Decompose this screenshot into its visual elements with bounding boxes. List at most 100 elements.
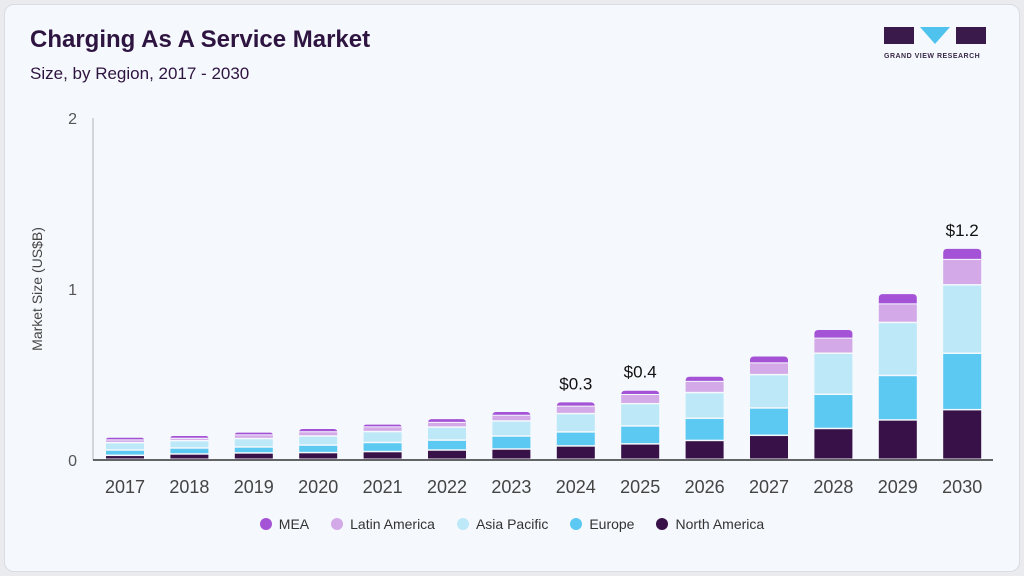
x-tick-label: 2020: [298, 477, 338, 497]
bar-segment-latin-america: [492, 415, 531, 421]
x-tick-label: 2023: [491, 477, 531, 497]
bar-segment-asia-pacific: [299, 436, 338, 445]
bar-segment-mea: [299, 429, 338, 433]
bar-segment-mea: [428, 419, 466, 423]
bar-segment-mea: [492, 411, 531, 416]
bar-segment-mea: [750, 356, 788, 363]
legend-item: MEA: [259, 516, 310, 532]
grand-view-research-logo: GRAND VIEW RESEARCH: [884, 27, 986, 60]
bar-segment-north-america: [878, 420, 917, 459]
bar-segment-mea: [943, 248, 982, 259]
bar-segment-europe: [170, 448, 209, 454]
chart-title: Charging As A Service Market: [30, 26, 371, 53]
bar-segment-europe: [621, 426, 660, 444]
x-tick-label: 2027: [749, 477, 789, 497]
bar-segment-mea: [685, 376, 724, 381]
logo-mark-icon: [884, 27, 986, 44]
bar-segment-north-america: [814, 429, 853, 459]
bar-segment-europe: [428, 440, 466, 450]
bar-segment-latin-america: [621, 395, 660, 403]
legend-label: Asia Pacific: [475, 516, 549, 532]
bar-segment-asia-pacific: [878, 323, 917, 375]
bar-segment-europe: [685, 418, 724, 440]
legend-label: Latin America: [350, 516, 435, 532]
bar-segment-north-america: [170, 454, 209, 459]
legend-label: MEA: [278, 516, 310, 532]
bar-segment-mea: [814, 330, 853, 338]
bar-segment-europe: [492, 436, 531, 449]
bar-segment-north-america: [106, 456, 144, 459]
bar-segment-europe: [556, 432, 595, 446]
bar-segment-north-america: [621, 444, 660, 459]
bar-segment-asia-pacific: [814, 353, 853, 394]
legend: MEA Latin America Asia Pacific Europe North …: [0, 516, 1024, 532]
x-tick-label: 2017: [105, 477, 145, 497]
bar-segment-latin-america: [814, 338, 853, 353]
legend-label: North America: [675, 516, 765, 532]
bar-segment-asia-pacific: [621, 404, 660, 426]
bar-segment-mea: [556, 402, 595, 407]
bar-segment-latin-america: [556, 406, 595, 413]
bar-segment-north-america: [750, 436, 788, 459]
y-axis-title: Market Size (US$B): [29, 227, 45, 351]
bar-segment-mea: [621, 390, 660, 395]
bar-segment-asia-pacific: [428, 427, 466, 440]
x-tick-label: 2030: [942, 477, 982, 497]
bar-segment-latin-america: [106, 440, 144, 442]
bar-segment-north-america: [234, 453, 273, 459]
bar-segment-latin-america: [234, 435, 273, 438]
x-tick-label: 2021: [363, 477, 403, 497]
bar-segment-europe: [878, 376, 917, 420]
legend-item: Asia Pacific: [456, 516, 549, 532]
chart-card: [4, 4, 1020, 572]
y-tick-label: 1: [68, 282, 77, 299]
bar-segment-asia-pacific: [943, 285, 982, 353]
bar-segment-latin-america: [170, 438, 209, 440]
bar-segment-asia-pacific: [750, 375, 788, 408]
bar-segment-latin-america: [685, 381, 724, 392]
x-tick-label: 2022: [427, 477, 467, 497]
x-tick-label: 2025: [620, 477, 660, 497]
bar-segment-asia-pacific: [234, 439, 273, 447]
legend-swatch-icon: [570, 518, 583, 530]
legend-item: Europe: [570, 516, 634, 532]
bar-segment-europe: [750, 408, 788, 435]
bar-segment-mea: [106, 437, 144, 441]
bar-segment-latin-america: [299, 432, 338, 436]
legend-swatch-icon: [456, 518, 469, 530]
bar-segment-asia-pacific: [106, 443, 144, 450]
bar-segment-europe: [363, 443, 402, 451]
legend-label: Europe: [589, 516, 635, 532]
legend-swatch-icon: [331, 518, 344, 530]
x-tick-label: 2028: [813, 477, 853, 497]
bar-segment-mea: [363, 424, 402, 428]
bar-segment-latin-america: [428, 422, 466, 427]
bar-segment-latin-america: [943, 259, 982, 285]
bar-segment-asia-pacific: [170, 441, 209, 448]
bar-segment-europe: [234, 447, 273, 453]
chart-subtitle: Size, by Region, 2017 - 2030: [30, 64, 250, 83]
legend-swatch-icon: [259, 518, 272, 530]
bar-segment-north-america: [428, 450, 466, 459]
y-tick-label: 2: [68, 111, 77, 128]
bar-segment-asia-pacific: [685, 393, 724, 418]
bar-segment-mea: [234, 432, 273, 436]
x-tick-label: 2019: [234, 477, 274, 497]
bar-segment-europe: [814, 395, 853, 428]
bar-segment-europe: [299, 445, 338, 452]
bar-segment-latin-america: [750, 363, 788, 374]
bar-segment-north-america: [363, 452, 402, 459]
bar-segment-asia-pacific: [363, 432, 402, 442]
data-label: $0.3: [559, 374, 592, 393]
logo-text: GRAND VIEW RESEARCH: [884, 53, 981, 60]
bar-segment-asia-pacific: [556, 414, 595, 432]
y-tick-label: 0: [68, 453, 77, 470]
legend-swatch-icon: [656, 518, 669, 530]
x-tick-label: 2024: [556, 477, 596, 497]
legend-item: North America: [656, 516, 764, 532]
bar-segment-north-america: [299, 453, 338, 459]
data-label: $1.2: [946, 221, 979, 240]
bar-segment-north-america: [685, 441, 724, 459]
bar-segment-latin-america: [878, 304, 917, 322]
